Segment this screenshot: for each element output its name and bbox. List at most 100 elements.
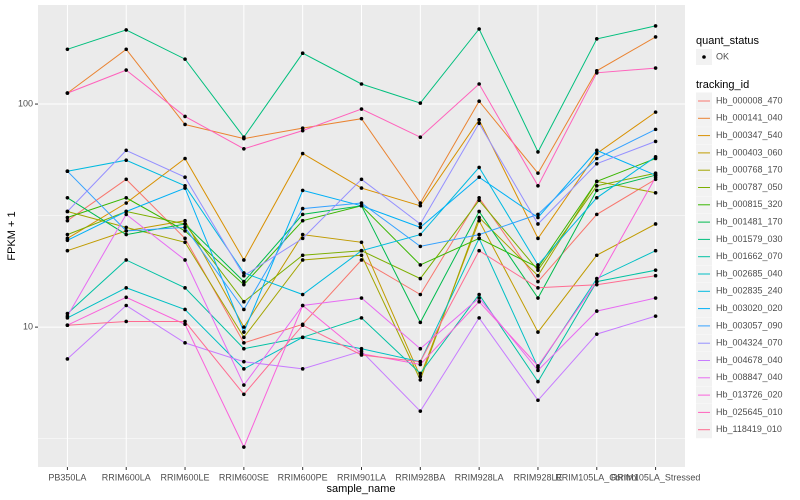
data-point <box>536 279 540 284</box>
legend-label: Hb_008847_040 <box>716 372 783 382</box>
data-point <box>242 445 246 449</box>
data-point <box>183 57 187 61</box>
data-point <box>594 282 599 287</box>
data-point <box>594 332 599 336</box>
data-point <box>536 215 540 220</box>
data-point <box>300 232 305 237</box>
data-point <box>477 316 481 320</box>
data-point <box>418 263 423 267</box>
legend-point <box>702 55 706 59</box>
data-point <box>65 314 70 318</box>
data-point <box>477 99 481 103</box>
data-point <box>418 374 423 379</box>
data-point <box>359 203 364 208</box>
data-point <box>418 292 423 297</box>
data-point <box>65 91 70 95</box>
data-point <box>653 268 658 272</box>
data-point <box>183 218 187 223</box>
data-point <box>242 279 246 284</box>
legend-label: Hb_000141_040 <box>716 113 783 123</box>
data-point <box>359 253 364 258</box>
data-point <box>242 346 246 351</box>
data-point <box>359 353 364 357</box>
data-point <box>536 286 540 290</box>
data-point <box>300 367 305 371</box>
data-point <box>477 82 481 86</box>
data-point <box>124 232 129 237</box>
data-point <box>418 244 423 249</box>
data-point <box>359 248 364 253</box>
data-point <box>242 299 246 304</box>
x-tick-label: RRIM928LA <box>455 472 504 482</box>
data-point <box>418 359 423 364</box>
data-point <box>300 218 305 223</box>
data-point <box>653 175 658 179</box>
data-point <box>300 51 305 56</box>
data-point <box>183 186 187 190</box>
data-point <box>418 378 423 382</box>
data-point <box>359 258 364 262</box>
data-point <box>418 201 423 205</box>
legend-label: Hb_013726_020 <box>716 389 783 399</box>
data-point <box>536 265 540 270</box>
legend-label: OK <box>716 51 729 61</box>
data-point <box>242 307 246 312</box>
data-point <box>418 371 423 376</box>
data-point <box>124 319 129 324</box>
data-point <box>359 116 364 121</box>
data-point <box>124 209 129 214</box>
legend-label: Hb_001481_170 <box>716 216 783 226</box>
data-point <box>418 225 423 230</box>
data-point <box>536 236 540 241</box>
data-point <box>418 135 423 140</box>
legend-label: Hb_000347_540 <box>716 130 783 140</box>
data-point <box>242 273 246 278</box>
data-point <box>183 341 187 345</box>
x-tick-label: RRIM928LE <box>513 472 562 482</box>
data-point <box>300 323 305 327</box>
y-tick-label: 10 <box>23 321 33 331</box>
data-point <box>300 212 305 217</box>
data-point <box>359 186 364 190</box>
data-point <box>359 316 364 320</box>
data-point <box>183 322 187 327</box>
x-tick-label: PB350LA <box>48 472 86 482</box>
legend-title: quant_status <box>696 35 759 47</box>
data-point <box>594 276 599 281</box>
data-point <box>536 330 540 334</box>
data-point <box>359 296 364 300</box>
data-point <box>594 151 599 156</box>
data-point <box>242 367 246 371</box>
data-point <box>477 175 481 179</box>
data-point <box>124 295 129 300</box>
data-point <box>477 236 481 241</box>
data-point <box>65 311 70 316</box>
data-point <box>653 191 658 195</box>
data-point <box>477 248 481 253</box>
data-point <box>594 188 599 193</box>
data-point <box>653 24 658 28</box>
data-point <box>65 238 70 243</box>
x-tick-label: RRIM901LA <box>337 472 386 482</box>
data-point <box>594 37 599 41</box>
data-point <box>418 222 423 226</box>
data-point <box>124 28 129 32</box>
data-point <box>536 171 540 175</box>
x-tick-label: RRIM105LA_Control <box>555 472 638 482</box>
data-point <box>65 215 70 220</box>
data-point <box>183 225 187 230</box>
data-point <box>65 232 70 237</box>
data-point <box>536 398 540 403</box>
data-point <box>536 364 540 368</box>
data-point <box>418 320 423 325</box>
data-point <box>536 268 540 272</box>
data-point <box>536 273 540 278</box>
data-point <box>124 303 129 308</box>
data-point <box>300 253 305 258</box>
data-point <box>65 47 70 52</box>
data-point <box>65 169 70 174</box>
data-point <box>653 248 658 253</box>
data-point <box>594 279 599 284</box>
data-point <box>418 232 423 237</box>
legend-label: Hb_000768_170 <box>716 165 783 175</box>
